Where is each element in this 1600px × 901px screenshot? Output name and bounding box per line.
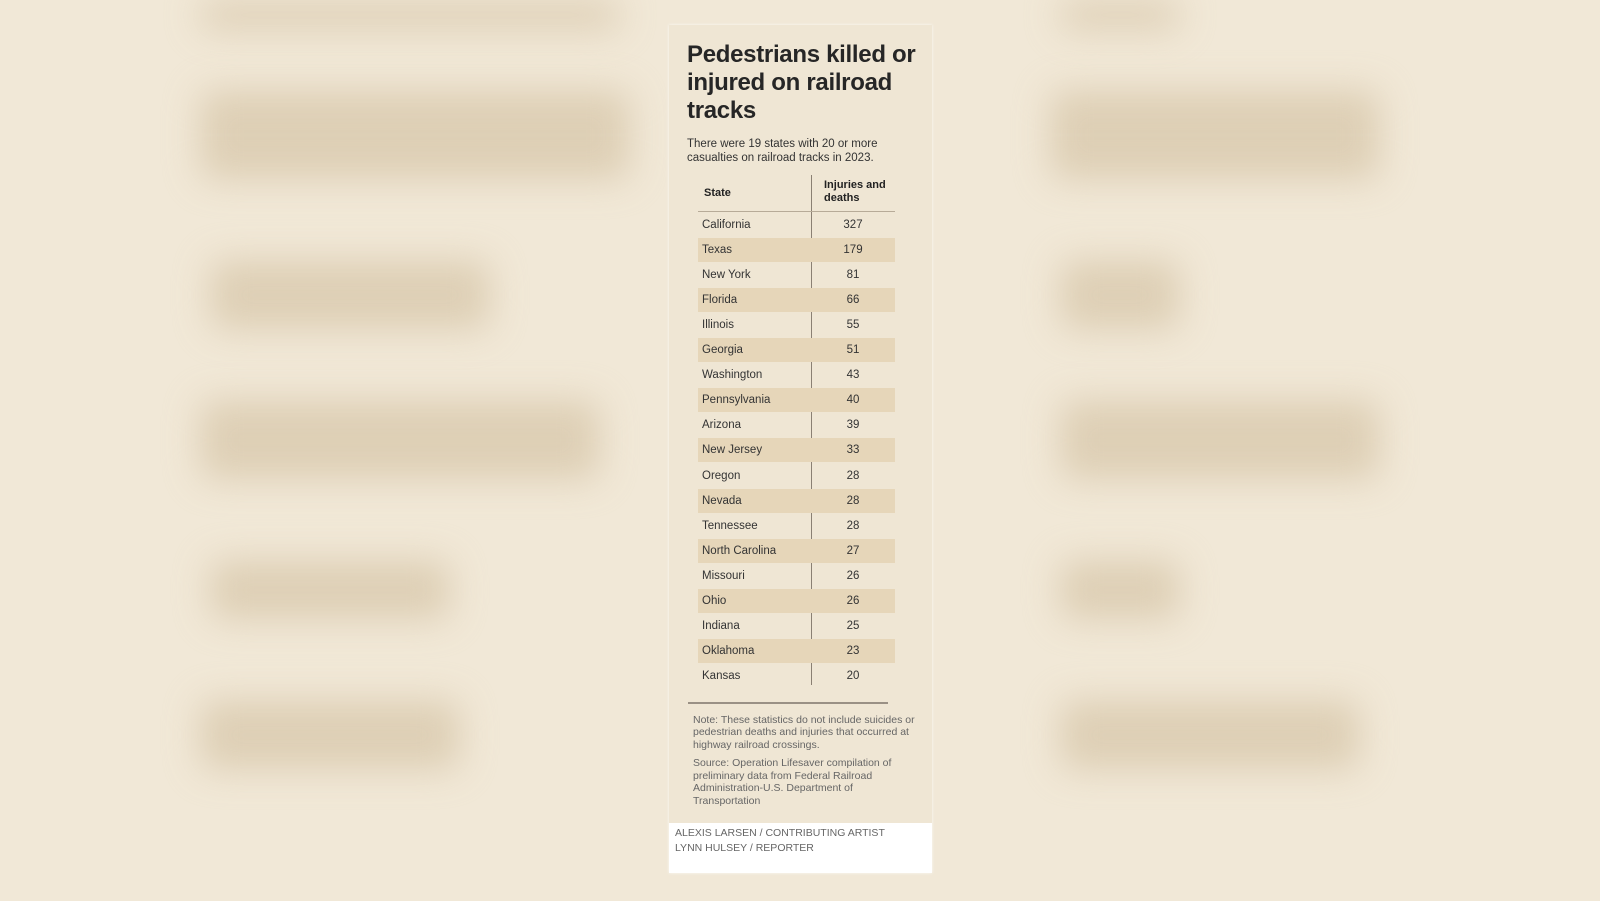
data-table: State Injuries and deaths California 327 T… (698, 175, 895, 688)
value-cell: 26 (846, 569, 860, 582)
state-cell: Ohio (702, 594, 727, 607)
credit-reporter: LYNN HULSEY / REPORTER (675, 842, 814, 854)
bottom-rule (688, 701, 888, 704)
value-cell: 25 (846, 619, 860, 632)
infographic-card: Pedestrians killed or injured on railroa… (669, 25, 932, 873)
credits: ALEXIS LARSEN / CONTRIBUTING ARTIST LYNN… (669, 823, 932, 873)
state-cell: Illinois (702, 319, 734, 332)
value-cell: 28 (846, 494, 860, 507)
value-cell: 179 (843, 244, 863, 257)
state-cell: New York (702, 269, 751, 282)
table-row: Oklahoma 23 (698, 638, 895, 663)
state-cell: Nevada (702, 494, 742, 507)
state-cell: Arizona (702, 419, 741, 432)
table-row: Texas 179 (698, 238, 895, 263)
value-cell: 20 (846, 669, 860, 682)
value-cell: 27 (846, 544, 860, 557)
state-cell: Pennsylvania (702, 394, 771, 407)
state-cell: Texas (702, 244, 733, 257)
table-row: North Carolina 27 (698, 538, 895, 563)
value-cell: 23 (846, 644, 860, 657)
value-cell: 43 (846, 369, 860, 382)
value-cell: 81 (846, 269, 860, 282)
value-cell: 28 (846, 469, 860, 482)
chart-subtitle: There were 19 states with 20 or more cas… (687, 138, 878, 164)
table-row: California 327 (698, 213, 895, 237)
table-row: New York 81 (698, 263, 895, 287)
state-cell: Oregon (702, 469, 741, 482)
value-cell: 40 (846, 394, 860, 407)
column-divider (811, 175, 812, 685)
state-cell: New Jersey (702, 444, 763, 457)
table-row: New Jersey 33 (698, 438, 895, 463)
table-row: Arizona 39 (698, 413, 895, 437)
state-cell: Georgia (702, 344, 743, 357)
state-cell: Missouri (702, 569, 745, 582)
state-cell: Florida (702, 294, 738, 307)
table-row: Tennessee 28 (698, 514, 895, 538)
table-header: State Injuries and deaths (698, 175, 895, 212)
value-cell: 39 (846, 419, 860, 432)
state-cell: Kansas (702, 669, 741, 682)
state-cell: Oklahoma (702, 644, 755, 657)
card-content: Pedestrians killed or injured on railroa… (669, 25, 932, 807)
table-row: Missouri 26 (698, 564, 895, 588)
table-row: Oregon 28 (698, 464, 895, 488)
table-row: Kansas 20 (698, 664, 895, 688)
source-text: Source: Operation Lifesaver compilation … (693, 757, 892, 807)
table-row: Florida 66 (698, 288, 895, 313)
credit-artist: ALEXIS LARSEN / CONTRIBUTING ARTIST (675, 827, 885, 839)
chart-title: Pedestrians killed or injured on railroa… (687, 41, 916, 124)
table-row: Illinois 55 (698, 313, 895, 337)
state-cell: Tennessee (702, 519, 758, 532)
state-cell: North Carolina (702, 544, 777, 557)
value-cell: 55 (846, 319, 860, 332)
value-cell: 33 (846, 444, 860, 457)
table-row: Indiana 25 (698, 614, 895, 638)
table-row: Washington 43 (698, 363, 895, 387)
state-cell: California (702, 219, 751, 232)
value-cell: 26 (846, 594, 860, 607)
column-header-injuries: Injuries and deaths (824, 179, 886, 204)
column-header-state: State (704, 187, 731, 199)
value-cell: 28 (846, 519, 860, 532)
value-cell: 327 (843, 219, 863, 232)
state-cell: Washington (702, 369, 763, 382)
table-row: Ohio 26 (698, 588, 895, 613)
note-text: Note: These statistics do not include su… (693, 713, 915, 751)
value-cell: 51 (846, 344, 860, 357)
table-row: Georgia 51 (698, 338, 895, 363)
value-cell: 66 (846, 294, 860, 307)
table-row: Nevada 28 (698, 488, 895, 513)
table-row: Pennsylvania 40 (698, 388, 895, 413)
state-cell: Indiana (702, 619, 740, 632)
